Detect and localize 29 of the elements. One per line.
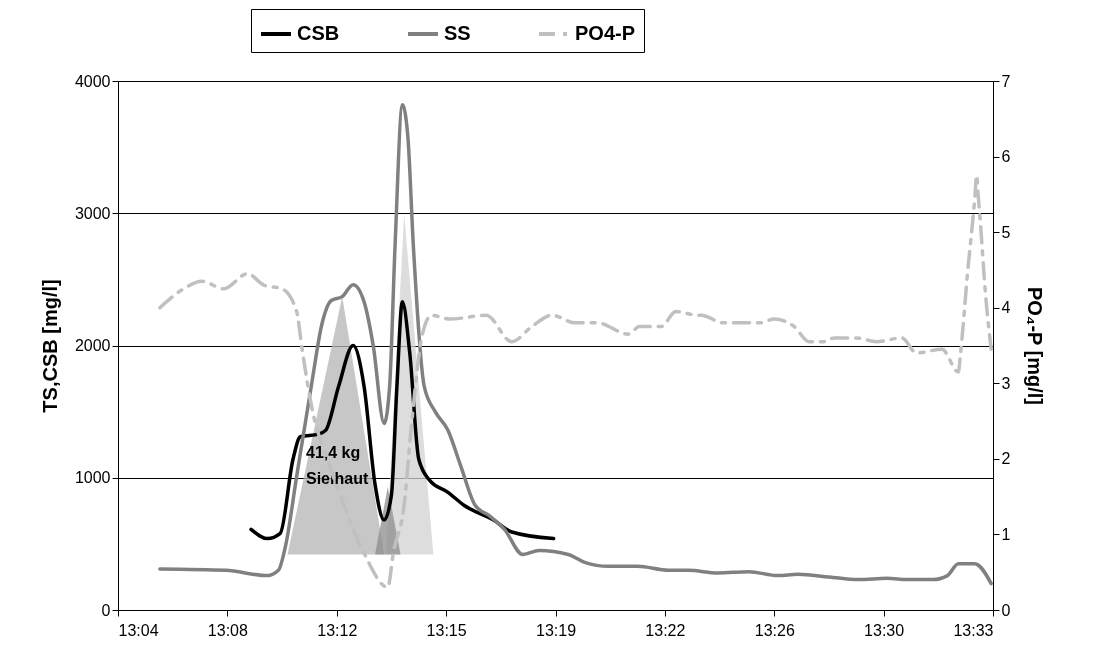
x-tick-label: 13:33 — [953, 621, 994, 639]
y-tick-label: 2000 — [74, 337, 111, 354]
annotation: 41,4 kg Sielhaut — [306, 444, 369, 487]
y2-tick-label: 6 — [1001, 148, 1011, 166]
x-tick-label: 13:15 — [426, 621, 467, 639]
y2-axis-title: PO₄-P [mg/l] — [1024, 286, 1047, 406]
x-tick-label: 13:22 — [645, 621, 686, 639]
x-tick-label: 13:12 — [317, 621, 358, 639]
y-tick-label: 1000 — [74, 469, 111, 487]
y2-tick-label: 1 — [1001, 525, 1011, 543]
y2-tick-label: 5 — [1001, 223, 1011, 241]
x-tick-label: 13:30 — [864, 621, 905, 639]
y2-tick-label: 4 — [1001, 299, 1011, 317]
legend-label: PO4-P — [575, 22, 636, 44]
y-tick-label: 4000 — [74, 72, 111, 90]
x-tick-label: 13:08 — [207, 621, 248, 639]
x-tick-label: 13:19 — [535, 621, 577, 639]
legend-label: CSB — [297, 22, 340, 44]
y-tick-label: 3000 — [74, 204, 111, 222]
y2-tick-label: 3 — [1001, 374, 1011, 392]
y-axis-title: TS,CSB [mg/l] — [38, 279, 61, 413]
y2-tick-label: 0 — [1001, 601, 1011, 619]
x-tick-label: 13:26 — [754, 621, 795, 639]
y2-tick-label: 2 — [1001, 450, 1011, 468]
line-series — [158, 103, 993, 586]
y-tick-label: 0 — [101, 601, 111, 619]
legend-label: SS — [444, 22, 471, 44]
x-tick-label: 13:04 — [118, 621, 159, 639]
y2-tick-label: 7 — [1001, 72, 1011, 90]
